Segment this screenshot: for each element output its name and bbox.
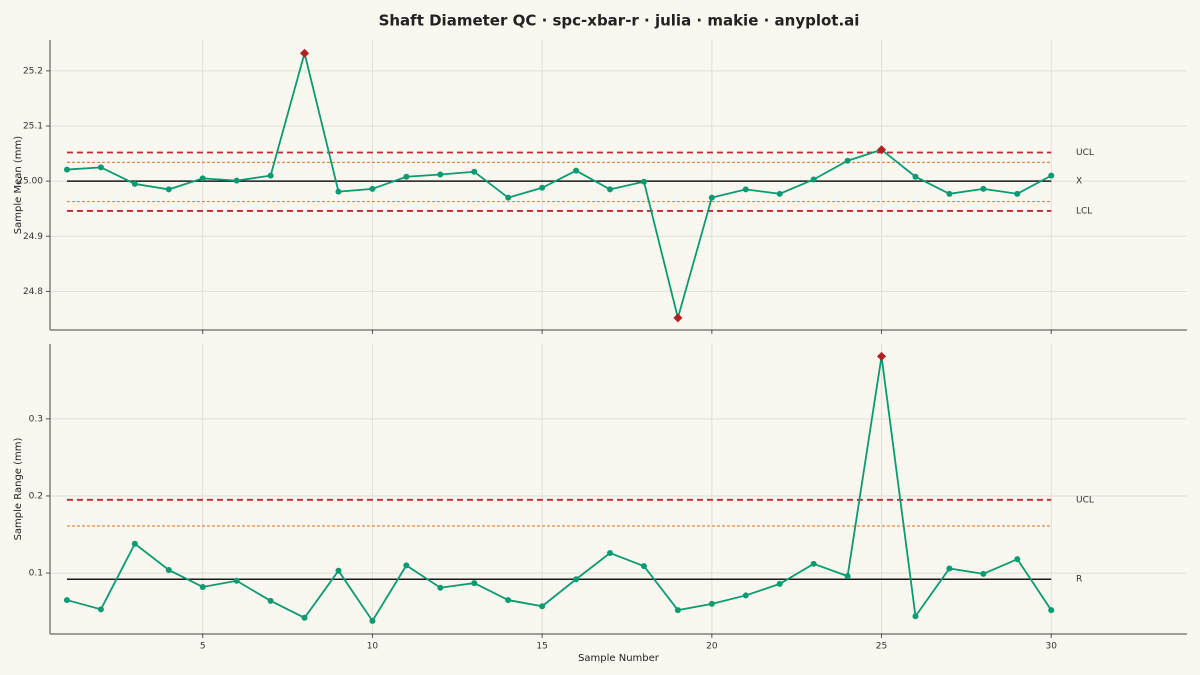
data-point <box>573 576 580 583</box>
data-point <box>742 592 749 599</box>
data-point <box>97 164 104 171</box>
data-point <box>946 190 953 197</box>
data-point <box>607 550 614 557</box>
control-label: UCL <box>1076 495 1094 505</box>
data-point <box>980 570 987 577</box>
data-point <box>912 613 919 620</box>
data-point <box>912 173 919 180</box>
data-point <box>369 617 376 624</box>
data-point <box>335 188 342 195</box>
data-point <box>403 562 410 569</box>
data-point <box>1048 172 1055 179</box>
x-tick-label: 15 <box>536 642 547 652</box>
y-tick-label: 25.2 <box>23 66 43 76</box>
data-point <box>810 176 817 183</box>
data-point <box>946 565 953 572</box>
data-point <box>267 172 274 179</box>
control-label: X <box>1076 177 1082 187</box>
data-point <box>403 173 410 180</box>
data-point <box>1014 556 1021 563</box>
data-point <box>63 597 70 604</box>
data-point <box>844 573 851 580</box>
y-tick-label: 24.8 <box>23 287 43 297</box>
x-axis-label: Sample Number <box>578 653 660 664</box>
control-label: LCL <box>1076 206 1092 216</box>
y-tick-label: 0.1 <box>29 569 43 579</box>
data-point <box>607 186 614 193</box>
x-tick-label: 10 <box>367 642 379 652</box>
data-point <box>437 171 444 178</box>
data-point <box>369 185 376 192</box>
data-point <box>471 168 478 175</box>
y-axis-label: Sample Mean (mm) <box>13 136 24 234</box>
x-tick-label: 30 <box>1046 642 1058 652</box>
data-point <box>776 580 783 587</box>
data-point <box>335 567 342 574</box>
x-tick-label: 5 <box>200 642 206 652</box>
data-point <box>708 600 715 607</box>
data-point <box>97 606 104 613</box>
control-label: UCL <box>1076 148 1094 158</box>
data-point <box>131 540 138 547</box>
y-tick-label: 24.9 <box>23 232 43 242</box>
data-point <box>165 186 172 193</box>
out-of-control-point <box>300 48 310 58</box>
x-tick-label: 25 <box>876 642 887 652</box>
series-line <box>66 49 1052 322</box>
control-label: R <box>1076 575 1082 585</box>
data-point <box>742 186 749 193</box>
y-tick-label: 25.1 <box>23 122 43 132</box>
data-point <box>573 167 580 174</box>
data-point <box>505 597 512 604</box>
out-of-control-point <box>877 145 887 155</box>
data-point <box>810 560 817 567</box>
data-point <box>640 178 647 185</box>
data-point <box>267 597 274 604</box>
y-axis-label: Sample Range (mm) <box>13 437 24 540</box>
data-point <box>640 563 647 570</box>
data-point <box>165 566 172 573</box>
data-point <box>674 607 681 614</box>
data-point <box>233 577 240 584</box>
x-tick-label: 20 <box>706 642 718 652</box>
data-point <box>199 583 206 590</box>
data-point <box>1048 607 1055 614</box>
y-tick-label: 25.00 <box>17 177 43 187</box>
data-point <box>539 184 546 191</box>
data-point <box>199 175 206 182</box>
data-point <box>471 580 478 587</box>
data-point <box>1014 190 1021 197</box>
data-point <box>131 180 138 187</box>
data-point <box>980 185 987 192</box>
chart-title: Shaft Diameter QC · spc-xbar-r · julia ·… <box>379 12 860 30</box>
data-point <box>708 194 715 201</box>
data-point <box>539 603 546 610</box>
data-point <box>301 614 308 621</box>
data-point <box>844 157 851 164</box>
out-of-control-point <box>877 351 887 361</box>
data-point <box>63 166 70 173</box>
data-point <box>437 584 444 591</box>
series-line <box>66 356 1052 623</box>
data-point <box>776 190 783 197</box>
data-point <box>233 177 240 184</box>
y-tick-label: 0.3 <box>29 414 43 424</box>
data-point <box>505 194 512 201</box>
y-tick-label: 0.2 <box>29 491 43 501</box>
